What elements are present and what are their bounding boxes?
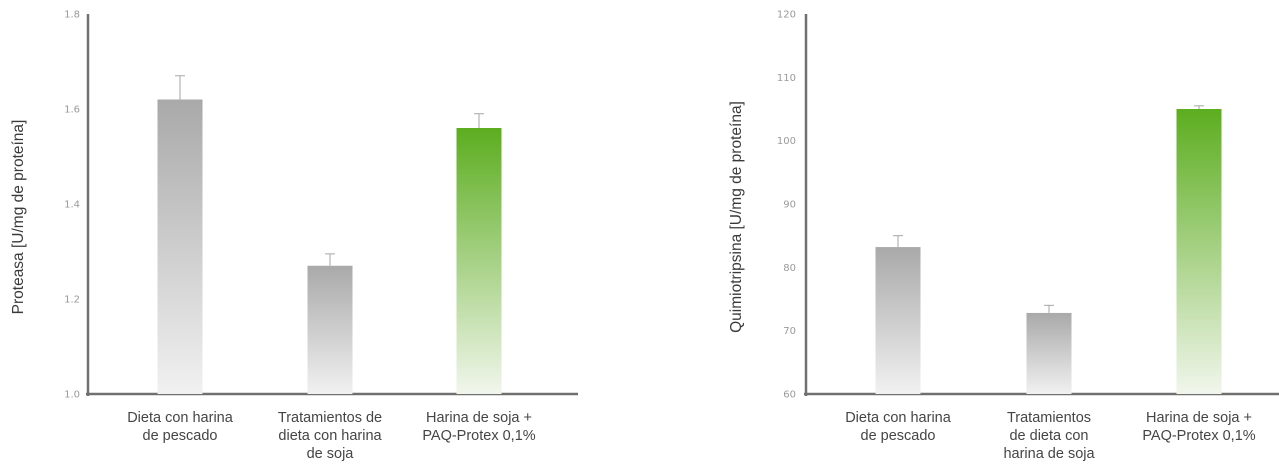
chymotrypsin-y-tick-label: 60 bbox=[783, 390, 796, 401]
chymotrypsin-y-axis-label: Quimiotripsina [U/mg de proteína] bbox=[728, 101, 745, 333]
protease-category-label-line: Harina de soja + bbox=[426, 410, 532, 426]
chymotrypsin-category-label-line: PAQ-Protex 0,1% bbox=[1142, 428, 1255, 444]
protease-y-tick-label: 1.8 bbox=[64, 10, 80, 21]
protease-y-tick-label: 1.4 bbox=[64, 200, 80, 211]
protease-category-label-line: Tratamientos de bbox=[278, 410, 382, 426]
protease-chart: Proteasa [U/mg de proteína] 1.0 1.2 1.4 1.6… bbox=[10, 10, 578, 462]
protease-category-label-line: de pescado bbox=[143, 428, 218, 444]
chymotrypsin-y-tick-label: 100 bbox=[777, 136, 796, 147]
protease-category-label-line: PAQ-Protex 0,1% bbox=[422, 428, 535, 444]
protease-category-label-line: dieta con harina bbox=[278, 428, 382, 444]
chymotrypsin-y-tick-label: 80 bbox=[783, 263, 796, 274]
chymotrypsin-y-tick-label: 90 bbox=[783, 200, 796, 211]
chymotrypsin-category-label: Harina de soja + PAQ-Protex 0,1% bbox=[1142, 410, 1255, 444]
protease-category-label: Dieta con harina de pescado bbox=[127, 410, 234, 444]
chymotrypsin-category-label: Tratamientos de dieta con harina de soja bbox=[1003, 410, 1095, 462]
protease-plot: 1.0 1.2 1.4 1.6 1.8 Dieta con harina de pescad… bbox=[64, 10, 578, 462]
chymotrypsin-category-label-line: de pescado bbox=[861, 428, 936, 444]
chymotrypsin-bar bbox=[875, 247, 921, 394]
chymotrypsin-category-label-line: Tratamientos bbox=[1007, 410, 1091, 426]
chymotrypsin-category-label-line: de dieta con bbox=[1009, 428, 1088, 444]
protease-y-tick-label: 1.6 bbox=[64, 105, 80, 116]
chymotrypsin-category-label-line: Harina de soja + bbox=[1146, 410, 1252, 426]
protease-y-axis-label: Proteasa [U/mg de proteína] bbox=[10, 120, 27, 315]
chymotrypsin-y-tick-label: 110 bbox=[777, 73, 796, 84]
chymotrypsin-category-label-line: harina de soja bbox=[1003, 446, 1095, 462]
protease-bar bbox=[456, 128, 502, 394]
protease-bar bbox=[157, 99, 203, 394]
protease-category-label-line: de soja bbox=[307, 446, 355, 462]
chymotrypsin-category-label-line: Dieta con harina bbox=[845, 410, 952, 426]
chymotrypsin-bar bbox=[1176, 109, 1222, 394]
protease-y-tick-label: 1.0 bbox=[64, 390, 80, 401]
protease-bar bbox=[307, 265, 353, 394]
protease-category-label: Harina de soja + PAQ-Protex 0,1% bbox=[422, 410, 535, 444]
protease-category-label-line: Dieta con harina bbox=[127, 410, 234, 426]
chymotrypsin-plot: 60 70 80 90 100 110 120 Dieta con harina de pesc… bbox=[777, 10, 1279, 462]
chymotrypsin-chart: Quimiotripsina [U/mg de proteína] 60 70 80… bbox=[728, 10, 1279, 462]
protease-category-label: Tratamientos de dieta con harina de soja bbox=[278, 410, 383, 462]
protease-y-tick-label: 1.2 bbox=[64, 295, 80, 306]
chymotrypsin-bar bbox=[1026, 312, 1072, 394]
chymotrypsin-category-label: Dieta con harina de pescado bbox=[845, 410, 952, 444]
chymotrypsin-y-tick-label: 70 bbox=[783, 326, 796, 337]
chymotrypsin-y-tick-label: 120 bbox=[777, 10, 796, 21]
